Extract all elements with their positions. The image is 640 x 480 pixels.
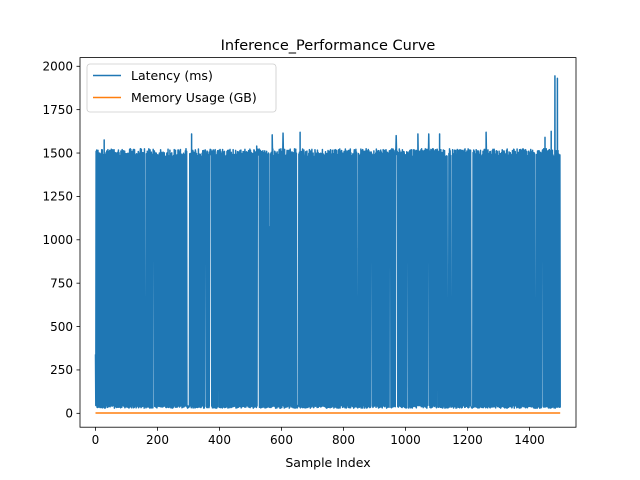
chart-title: Inference_Performance Curve [221,38,436,54]
legend-box [86,63,277,113]
x-axis: 0 200 400 600 800 1000 1200 1400 [92,427,545,447]
y-tick-label-2000: 2000 [42,60,73,74]
y-tick-label-750: 750 [50,276,73,290]
y-tick-label-500: 500 [50,320,73,334]
y-tick-label-0: 0 [65,407,73,421]
y-tick-label-250: 250 [50,363,73,377]
x-axis-label: Sample Index [285,455,370,470]
axes-frame [79,57,577,428]
x-tick-label-200: 200 [146,433,169,447]
x-tick-label-400: 400 [208,433,231,447]
x-tick-label-1000: 1000 [390,433,421,447]
x-tick-label-1200: 1200 [452,433,483,447]
legend-label-latency: Latency (ms) [131,68,213,83]
series-line-latency [94,75,561,409]
legend-label-memory: Memory Usage (GB) [131,90,257,105]
legend: Latency (ms) Memory Usage (GB) [86,63,277,113]
y-tick-label-1750: 1750 [42,103,73,117]
x-tick-label-600: 600 [270,433,293,447]
x-tick-label-1400: 1400 [514,433,545,447]
y-tick-label-1000: 1000 [42,233,73,247]
y-tick-label-1250: 1250 [42,190,73,204]
plot-area [94,75,561,414]
y-axis: 0 250 500 750 1000 1250 1500 1750 2000 [42,60,80,421]
x-tick-label-0: 0 [92,433,100,447]
latency-series [94,75,561,409]
y-tick-label-1500: 1500 [42,146,73,160]
x-tick-label-800: 800 [332,433,355,447]
